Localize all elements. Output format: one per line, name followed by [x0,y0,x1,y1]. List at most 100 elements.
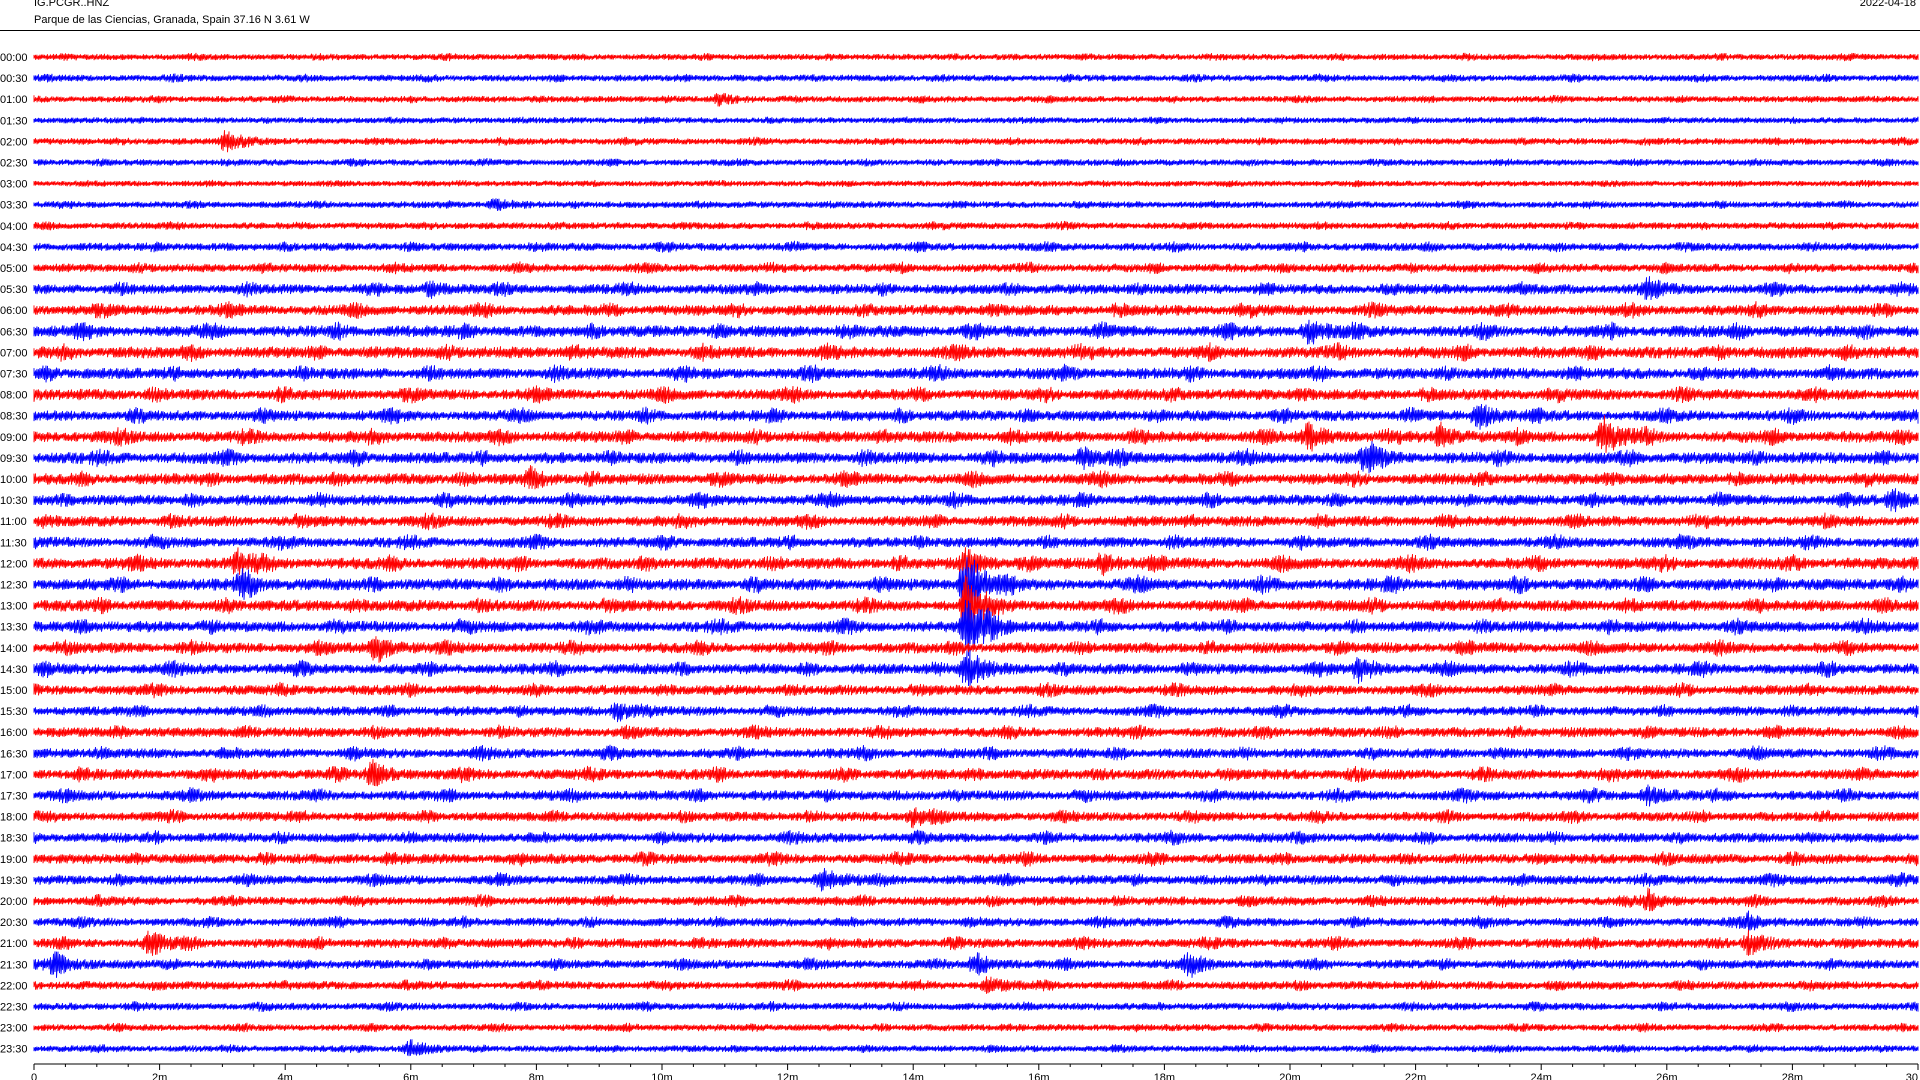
seismic-trace-06:30 [33,319,1919,345]
row-time-label: 03:30 [0,200,28,212]
row-time-label: 10:00 [0,474,28,486]
seismic-trace-04:30 [33,240,1919,254]
row-time-label: 22:30 [0,1002,28,1014]
row-time-label: 16:00 [0,727,28,739]
x-tick-label: 10m [651,1072,672,1080]
seismic-trace-19:30 [33,867,1919,892]
station-location: Parque de las Ciencias, Granada, Spain 3… [34,14,310,26]
row-time-label: 20:30 [0,917,28,929]
seismic-trace-03:00 [33,179,1919,188]
row-time-label: 10:30 [0,495,28,507]
seismic-trace-18:00 [33,807,1919,829]
x-tick-label: 14m [902,1072,923,1080]
x-tick-label: 24m [1530,1072,1551,1080]
row-time-label: 15:30 [0,706,28,718]
seismic-trace-08:30 [33,403,1919,430]
row-time-label: 08:00 [0,390,28,402]
seismic-trace-11:30 [33,533,1919,551]
seismic-trace-16:00 [33,724,1919,740]
seismic-trace-21:30 [33,951,1919,978]
x-tick-label: 16m [1028,1072,1049,1080]
seismic-trace-23:30 [33,1039,1919,1057]
x-tick-label: 2m [152,1072,167,1080]
row-time-label: 22:00 [0,980,28,992]
x-tick-label: 28m [1782,1072,1803,1080]
row-time-label: 00:00 [0,52,28,64]
row-time-label: 05:00 [0,263,28,275]
seismic-trace-16:30 [33,744,1919,762]
row-time-label: 13:30 [0,622,28,634]
row-time-label: 08:30 [0,411,28,423]
x-tick-label: 26m [1656,1072,1677,1080]
row-time-label: 18:30 [0,833,28,845]
seismic-trace-20:30 [33,910,1919,932]
seismic-trace-22:30 [33,1001,1919,1012]
row-time-label: 03:00 [0,179,28,191]
x-tick-label: 6m [403,1072,418,1080]
seismic-trace-17:00 [33,759,1919,787]
row-time-label: 21:00 [0,938,28,950]
row-time-label: 02:30 [0,158,28,170]
row-time-label: 20:00 [0,896,28,908]
row-time-label: 04:00 [0,221,28,233]
seismic-trace-08:00 [33,385,1919,404]
row-time-label: 14:30 [0,664,28,676]
x-tick-label: 30 [1906,1072,1918,1080]
seismic-trace-00:00 [33,52,1919,62]
row-time-label: 14:00 [0,643,28,655]
row-time-label: 19:00 [0,854,28,866]
seismic-trace-13:00 [33,575,1919,632]
x-tick-label: 18m [1154,1072,1175,1080]
seismic-trace-22:00 [33,976,1919,994]
seismic-trace-00:30 [33,73,1919,83]
seismic-trace-10:30 [33,488,1919,513]
row-time-label: 06:00 [0,305,28,317]
row-time-label: 11:30 [0,537,27,549]
row-time-label: 06:30 [0,326,28,338]
row-time-label: 12:30 [0,580,28,592]
seismic-trace-11:00 [33,512,1919,531]
row-time-label: 21:30 [0,959,28,971]
seismic-trace-05:00 [33,261,1919,275]
seismic-trace-01:00 [33,92,1919,107]
row-time-label: 19:30 [0,875,28,887]
seismic-trace-12:00 [33,547,1919,581]
row-time-label: 00:30 [0,73,28,85]
seismic-trace-05:30 [33,276,1919,301]
seismic-trace-14:00 [33,636,1919,663]
row-time-label: 01:00 [0,94,28,106]
row-time-label: 17:30 [0,791,28,803]
x-tick-label: 20m [1279,1072,1300,1080]
row-time-label: 23:00 [0,1023,28,1035]
seismic-trace-21:00 [33,929,1919,956]
seismic-trace-07:00 [33,342,1919,363]
seismic-trace-03:30 [33,198,1919,211]
seismic-trace-19:00 [33,851,1919,867]
seismic-trace-23:00 [33,1022,1919,1033]
seismic-trace-12:30 [33,557,1919,613]
seismic-trace-15:30 [33,702,1919,723]
header-divider [0,30,1920,31]
seismic-trace-13:30 [33,599,1919,657]
seismic-trace-14:30 [33,649,1919,687]
row-time-label: 15:00 [0,685,28,697]
seismic-trace-06:00 [33,301,1919,319]
seismic-trace-17:30 [33,784,1919,807]
row-time-label: 18:00 [0,812,28,824]
row-time-label: 05:30 [0,284,28,296]
row-time-label: 16:30 [0,748,28,760]
row-time-label: 17:00 [0,769,28,781]
x-tick-label: 8m [529,1072,544,1080]
seismic-trace-04:00 [33,220,1919,231]
seismic-trace-10:00 [33,465,1919,490]
row-time-label: 01:30 [0,115,28,127]
row-time-label: 09:00 [0,432,28,444]
x-tick-label: 22m [1405,1072,1426,1080]
seismic-trace-02:00 [33,130,1919,153]
row-time-label: 11:00 [0,516,27,528]
seismic-trace-07:30 [33,363,1919,384]
seismic-trace-18:30 [33,829,1919,846]
x-tick-label: 12m [777,1072,798,1080]
